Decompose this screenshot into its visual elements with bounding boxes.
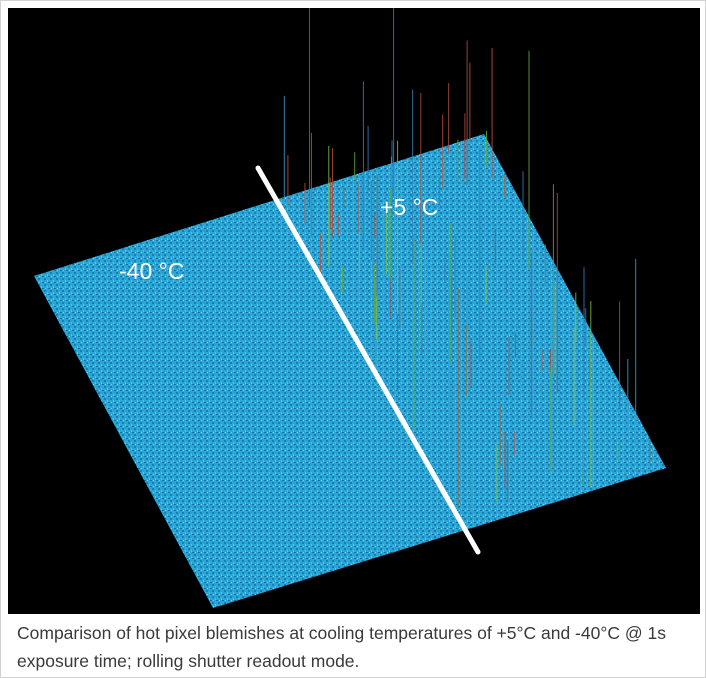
figure-caption: Comparison of hot pixel blemishes at coo… xyxy=(17,623,666,671)
hot-pixel-spikes xyxy=(283,8,651,513)
cold-temperature-label: -40 °C xyxy=(119,258,185,284)
sensor-surface xyxy=(34,134,666,608)
sensor-surface-image xyxy=(34,8,666,608)
temperature-divider-line xyxy=(255,165,481,555)
warm-temperature-label: +5 °C xyxy=(380,194,439,220)
sensor-noise-plot: -40 °C +5 °C xyxy=(8,8,700,614)
